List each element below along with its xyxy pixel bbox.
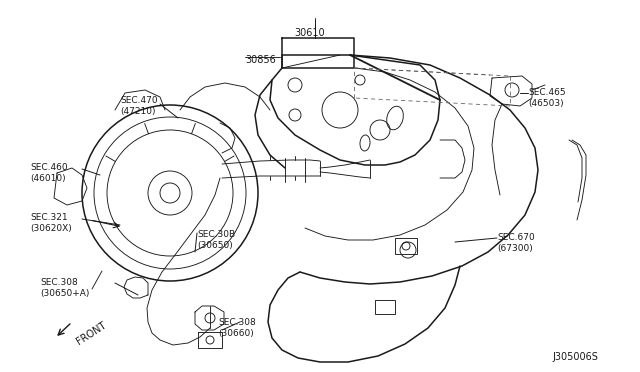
Text: SEC.670: SEC.670 (497, 233, 535, 242)
Text: (67300): (67300) (497, 244, 532, 253)
Text: SEC.470: SEC.470 (120, 96, 157, 105)
Text: SEC.308: SEC.308 (218, 318, 256, 327)
Text: SEC.460: SEC.460 (30, 163, 68, 172)
Text: (30660): (30660) (218, 329, 253, 338)
Bar (375, 300, 395, 314)
Text: (46503): (46503) (528, 99, 564, 108)
Text: FRONT: FRONT (75, 320, 108, 347)
Text: SEC.308: SEC.308 (40, 278, 77, 287)
Text: 30610: 30610 (294, 28, 325, 38)
Text: J305006S: J305006S (552, 352, 598, 362)
Text: (30650+A): (30650+A) (40, 289, 90, 298)
Text: SEC.321: SEC.321 (30, 213, 68, 222)
Bar (395, 238, 417, 254)
Text: (46010): (46010) (30, 174, 66, 183)
Text: (30620X): (30620X) (30, 224, 72, 233)
Text: SEC.465: SEC.465 (528, 88, 566, 97)
Text: 30856: 30856 (245, 55, 276, 65)
Text: (47210): (47210) (120, 107, 156, 116)
Text: SEC.30B: SEC.30B (197, 230, 235, 239)
Text: (30650): (30650) (197, 241, 233, 250)
